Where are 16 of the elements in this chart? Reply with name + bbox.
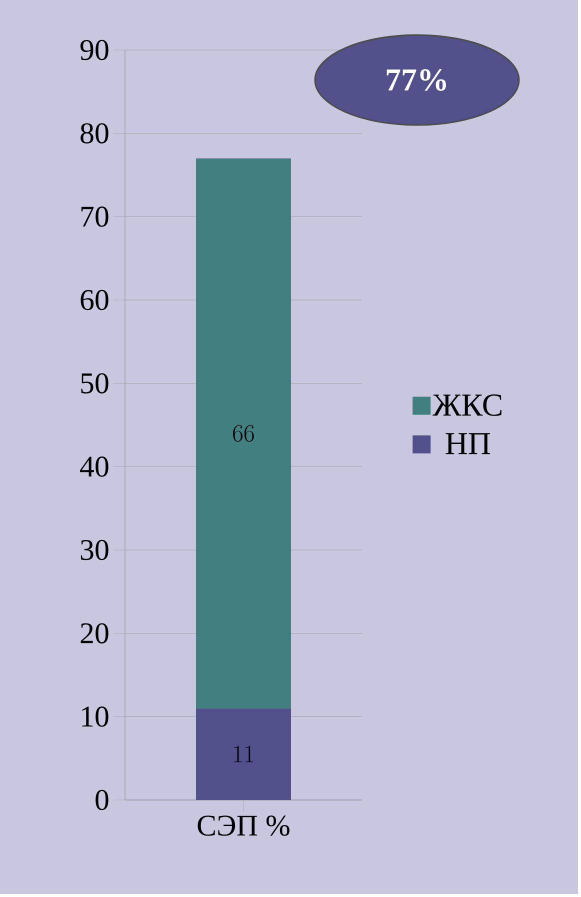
- data-label: 66: [233, 424, 254, 442]
- y-tick-label: 70: [81, 206, 108, 227]
- y-tick-label: 30: [80, 540, 108, 560]
- legend-label: НП: [446, 433, 490, 454]
- legend-label: ЖКС: [432, 394, 502, 416]
- y-tick-label: 20: [80, 623, 108, 644]
- y-tick-label: 60: [80, 290, 108, 310]
- data-label: 11: [234, 746, 254, 762]
- y-tick-label: 90: [80, 40, 108, 60]
- x-tick-label: СЭП %: [198, 816, 290, 836]
- text: 77%: [386, 69, 446, 91]
- y-tick-label: 50: [81, 373, 108, 394]
- y-tick-label: 40: [80, 456, 108, 477]
- y-tick-label: 0: [96, 790, 108, 810]
- y-tick-label: 80: [80, 123, 108, 144]
- y-tick-label: 10: [82, 706, 108, 727]
